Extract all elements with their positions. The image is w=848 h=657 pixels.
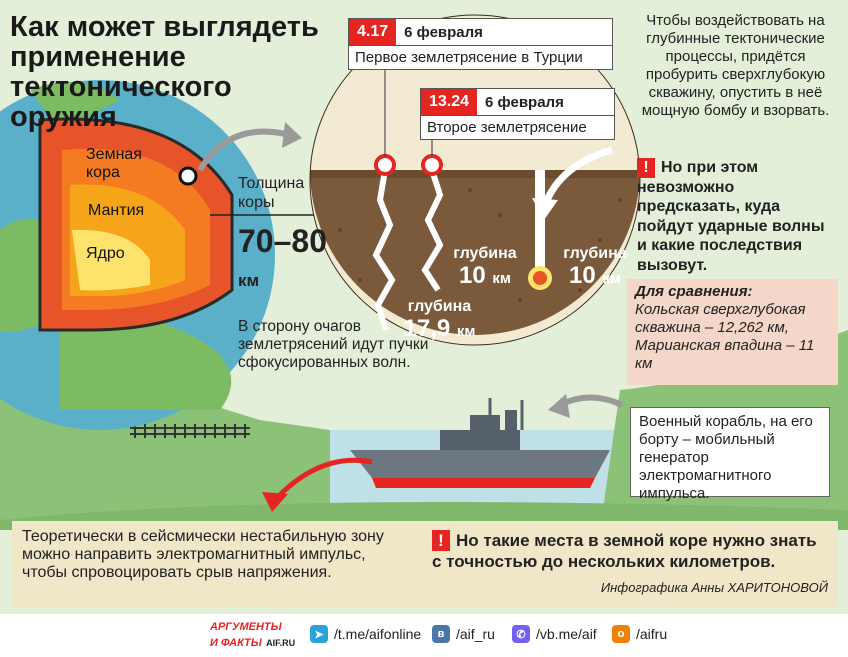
- warning-right: ! Но при этом невозможно предсказать, куд…: [637, 158, 837, 275]
- depth-caption: глубина: [563, 245, 627, 262]
- quake-time: 13.24: [421, 89, 478, 115]
- depth-unit: км: [602, 270, 621, 287]
- page-title: Как может выглядеть применение тектониче…: [10, 11, 319, 133]
- logo-site: AIF.RU: [266, 638, 296, 648]
- explosion-icon: [528, 266, 552, 290]
- crust-unit: км: [238, 271, 260, 290]
- bottom-text: Теоретически в сейсмически нестабильную …: [22, 528, 384, 581]
- comparison-text: Кольская сверхглубокая скважина – 12,262…: [635, 301, 815, 372]
- quake-marker-2: [421, 154, 443, 176]
- depth-value: 10: [569, 262, 596, 289]
- depth-value: 10: [459, 262, 486, 289]
- depth-value: 17,9: [403, 315, 451, 342]
- warning-icon: !: [637, 158, 655, 178]
- warning-text: Но при этом невозможно предсказать, куда…: [637, 159, 825, 274]
- depth-label-1: глубина 17,9 км: [392, 298, 487, 345]
- crust-thickness-value: 70–80 км: [238, 224, 328, 298]
- label-crust: Земная кора: [86, 146, 142, 181]
- quake-label: Первое землетрясение в Турции: [348, 46, 613, 70]
- bottom-warning: ! Но такие места в земной коре нужно знат…: [432, 530, 822, 572]
- depth-unit: км: [492, 270, 511, 287]
- quake-card-2: 13.24 6 февраля Второе землетрясение: [420, 88, 615, 140]
- quake-date: 6 февраля: [404, 23, 483, 41]
- depth-label-3: глубина 10 км: [555, 245, 635, 292]
- aif-logo[interactable]: АРГУМЕНТЫ И ФАКТЫ AIF.RU: [210, 621, 306, 649]
- quake-label: Второе землетрясение: [420, 116, 615, 140]
- credit: Инфографика Анны ХАРИТОНОВОЙ: [600, 580, 828, 595]
- quake-card-1: 4.17 6 февраля Первое землетрясение в Ту…: [348, 18, 613, 70]
- depth-caption: глубина: [407, 298, 472, 315]
- logo-line1: АРГУМЕНТЫ: [210, 621, 282, 633]
- ok-icon: о: [612, 625, 630, 643]
- crust-marker: [178, 166, 198, 186]
- info-text: Чтобы воздействовать на глубинные тектон…: [641, 12, 830, 119]
- waves-text: В сторону очагов землетрясений идут пучк…: [238, 318, 429, 371]
- quake-time: 4.17: [349, 19, 397, 45]
- warship-icon: [350, 398, 610, 488]
- arrow-icon: [197, 128, 291, 172]
- ship-info-box: Военный корабль, на его борту – мобильны…: [630, 407, 830, 502]
- social-ok[interactable]: о /aifru: [612, 625, 667, 643]
- social-viber[interactable]: ✆ /vb.me/aif: [512, 625, 597, 643]
- pulse-arrow-icon: [273, 457, 373, 502]
- telegram-icon: ➤: [310, 625, 328, 643]
- vk-icon: в: [432, 625, 450, 643]
- social-telegram[interactable]: ➤ /t.me/aifonline: [310, 625, 421, 643]
- crust-thickness-label: Толщина коры: [238, 175, 305, 211]
- depth-caption: глубина: [453, 245, 517, 262]
- viber-link[interactable]: /vb.me/aif: [536, 626, 597, 642]
- depth-label-2: глубина 10 км: [445, 245, 525, 292]
- comparison-box: Для сравнения: Кольская сверхглубокая ск…: [627, 279, 838, 385]
- ok-link[interactable]: /aifru: [636, 626, 668, 642]
- label-mantle: Мантия: [88, 202, 145, 219]
- borehole: [535, 170, 545, 275]
- crack-1: [372, 169, 396, 331]
- label-core: Ядро: [86, 245, 125, 262]
- comparison-heading: Для сравнения:: [635, 283, 753, 300]
- bottom-panel: [12, 521, 838, 607]
- drill-arrow-icon: [541, 146, 613, 207]
- warning-icon: !: [432, 530, 450, 551]
- crust-value: 70–80: [238, 223, 327, 259]
- depth-unit: км: [456, 323, 476, 340]
- logo-line2: И ФАКТЫ: [210, 637, 262, 649]
- vk-link[interactable]: /aif_ru: [456, 626, 495, 642]
- viber-icon: ✆: [512, 625, 530, 643]
- bottom-warning-text: Но такие места в земной коре нужно знать…: [432, 531, 817, 571]
- quake-date: 6 февраля: [485, 93, 564, 111]
- telegram-link[interactable]: /t.me/aifonline: [334, 626, 422, 642]
- social-vk[interactable]: в /aif_ru: [432, 625, 495, 643]
- crack-2: [421, 169, 444, 292]
- footer: [0, 614, 848, 657]
- quake-marker-1: [374, 154, 396, 176]
